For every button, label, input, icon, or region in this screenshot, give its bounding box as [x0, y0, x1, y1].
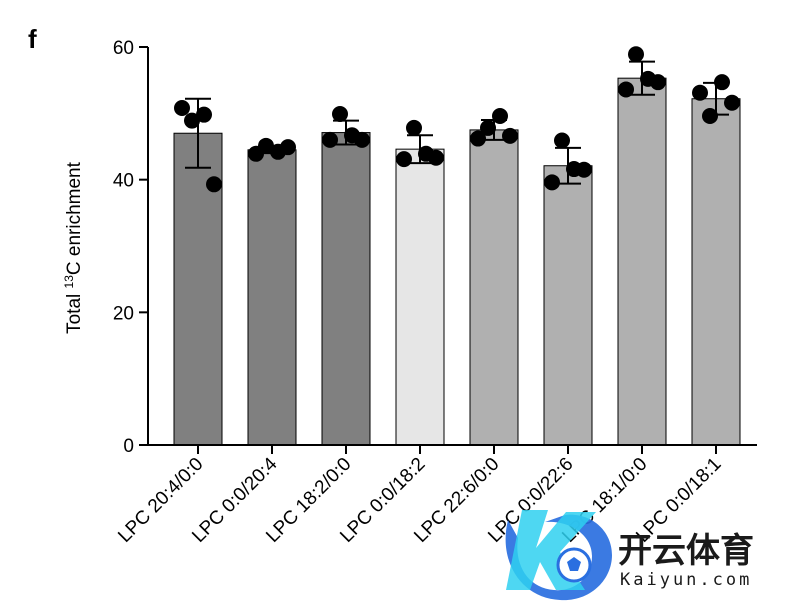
y-tick-label-40: 40	[113, 171, 134, 192]
data-point-7-4	[650, 74, 666, 91]
data-point-7-1	[618, 81, 634, 98]
data-point-8-2	[702, 107, 718, 124]
data-point-1-2	[184, 112, 200, 129]
data-point-3-2	[332, 105, 348, 122]
logo-swoosh-blue-shape	[505, 514, 612, 601]
data-point-5-1	[470, 130, 486, 147]
data-point-7-2	[628, 46, 644, 63]
watermark-english-text: Kaiyun.com	[620, 570, 752, 590]
data-point-8-3	[714, 74, 730, 91]
y-axis-label-superscript: 13	[62, 275, 76, 289]
bar-3	[321, 132, 371, 446]
y-axis-label: Total 13C enrichment	[62, 161, 85, 333]
data-point-5-2	[480, 119, 496, 136]
bar-5	[469, 129, 519, 446]
data-point-5-4	[502, 127, 518, 144]
watermark: 开云体育 Kaiyun.com	[505, 510, 754, 601]
data-point-2-2	[258, 137, 274, 154]
data-point-1-3	[196, 106, 212, 123]
bar-7	[617, 77, 667, 446]
y-axis-label-prefix: Total	[64, 288, 85, 333]
y-axis-label-suffix: C enrichment	[64, 161, 85, 275]
data-point-4-4	[428, 149, 444, 166]
data-point-1-1	[174, 100, 190, 117]
data-point-6-1	[544, 174, 560, 191]
axes-layer: 0 20 40 60	[113, 38, 757, 457]
bar-6	[543, 165, 593, 446]
bar-2	[247, 149, 297, 446]
y-tick-label-60: 60	[113, 38, 134, 59]
bar-4	[395, 148, 445, 446]
bar-8	[691, 98, 741, 446]
panel-label: f	[28, 24, 37, 54]
data-point-4-1	[396, 151, 412, 168]
watermark-chinese-text: 开云体育	[618, 531, 754, 571]
data-point-8-1	[692, 84, 708, 101]
data-point-8-4	[724, 94, 740, 111]
data-point-6-2	[554, 132, 570, 149]
logo-ball-pentagon-shape	[567, 557, 581, 571]
data-point-2-4	[280, 139, 296, 156]
y-tick-label-20: 20	[113, 303, 134, 324]
bars-layer	[173, 77, 741, 446]
y-tick-label-0: 0	[123, 436, 134, 457]
points-layer	[174, 46, 740, 193]
watermark-logo	[505, 510, 612, 601]
data-point-4-2	[406, 119, 422, 136]
logo-k-shape	[506, 510, 596, 590]
data-point-3-1	[322, 131, 338, 148]
data-point-3-4	[354, 131, 370, 148]
data-point-5-3	[492, 107, 508, 124]
data-point-6-4	[576, 161, 592, 178]
data-point-1-4	[206, 176, 222, 193]
